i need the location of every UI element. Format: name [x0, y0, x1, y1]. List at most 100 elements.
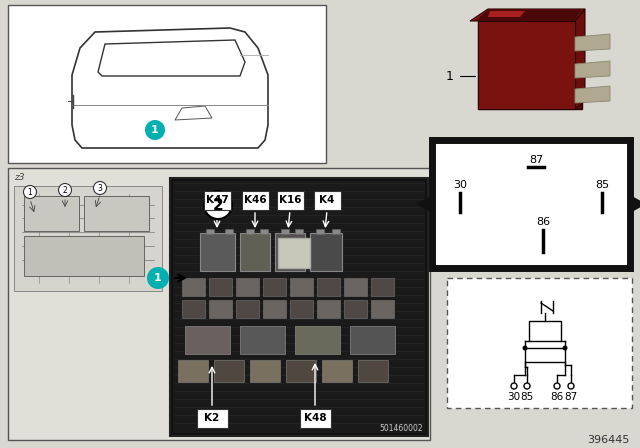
Bar	[317, 278, 340, 296]
Circle shape	[554, 383, 560, 389]
Bar	[24, 196, 79, 231]
Circle shape	[58, 184, 72, 197]
Bar	[344, 278, 367, 296]
Text: 396445: 396445	[588, 435, 630, 445]
Circle shape	[24, 185, 36, 198]
Text: 30: 30	[453, 180, 467, 190]
Bar	[8, 5, 326, 163]
Bar	[170, 178, 428, 436]
Bar	[178, 360, 208, 382]
Bar	[240, 326, 285, 354]
Bar	[525, 348, 565, 362]
Polygon shape	[475, 10, 582, 21]
Text: 30: 30	[508, 392, 520, 402]
Bar	[14, 186, 162, 291]
Bar	[295, 229, 303, 234]
Bar	[344, 300, 367, 318]
Text: 2: 2	[212, 198, 223, 212]
Text: 86: 86	[550, 392, 564, 402]
Circle shape	[568, 383, 574, 389]
Bar	[432, 140, 630, 268]
Bar	[529, 321, 561, 341]
Bar	[371, 300, 394, 318]
Circle shape	[511, 383, 517, 389]
FancyBboxPatch shape	[276, 190, 303, 210]
Bar	[250, 360, 280, 382]
Bar	[173, 181, 425, 433]
Text: 87: 87	[529, 155, 543, 165]
Bar	[447, 278, 632, 408]
Polygon shape	[575, 9, 585, 109]
Bar	[214, 360, 244, 382]
Polygon shape	[416, 196, 430, 212]
Bar	[322, 360, 352, 382]
Circle shape	[145, 120, 165, 140]
Bar	[84, 196, 149, 231]
Circle shape	[147, 267, 169, 289]
Bar	[316, 229, 324, 234]
Bar	[263, 278, 286, 296]
Bar	[278, 238, 310, 268]
Bar	[24, 236, 144, 276]
Bar	[290, 300, 313, 318]
Bar	[200, 233, 235, 271]
Text: 1: 1	[28, 188, 33, 197]
Bar	[236, 300, 259, 318]
Polygon shape	[478, 21, 575, 109]
Text: 501460002: 501460002	[380, 423, 423, 432]
Bar	[8, 168, 430, 440]
Bar	[236, 278, 259, 296]
Bar	[310, 233, 342, 271]
Text: K2: K2	[204, 413, 220, 423]
Bar	[209, 278, 232, 296]
Polygon shape	[470, 9, 585, 21]
Bar	[246, 229, 254, 234]
Text: 1: 1	[151, 125, 159, 135]
Text: z3: z3	[14, 173, 24, 182]
Polygon shape	[488, 11, 525, 17]
Circle shape	[563, 345, 568, 350]
Text: 1: 1	[154, 273, 162, 283]
Text: 87: 87	[564, 392, 578, 402]
Circle shape	[93, 181, 106, 194]
Circle shape	[522, 345, 527, 350]
FancyBboxPatch shape	[196, 409, 227, 427]
Bar	[317, 300, 340, 318]
Text: 1: 1	[446, 69, 454, 82]
Text: 85: 85	[595, 180, 609, 190]
Bar	[260, 229, 268, 234]
Bar	[240, 233, 270, 271]
Bar	[371, 278, 394, 296]
Text: 2: 2	[63, 185, 67, 194]
Bar	[209, 300, 232, 318]
Bar	[281, 229, 289, 234]
FancyBboxPatch shape	[204, 190, 230, 210]
FancyBboxPatch shape	[314, 190, 340, 210]
Polygon shape	[575, 61, 610, 78]
Circle shape	[524, 383, 530, 389]
Bar	[358, 360, 388, 382]
Bar	[182, 278, 205, 296]
Bar	[185, 326, 230, 354]
Text: K47: K47	[205, 195, 228, 205]
Polygon shape	[575, 34, 610, 51]
FancyBboxPatch shape	[241, 190, 269, 210]
Bar	[295, 326, 340, 354]
Text: 85: 85	[520, 392, 534, 402]
Bar	[263, 300, 286, 318]
Bar	[286, 360, 316, 382]
Text: 86: 86	[536, 217, 550, 227]
Bar	[182, 300, 205, 318]
Bar	[350, 326, 395, 354]
Bar	[275, 233, 305, 271]
Circle shape	[204, 191, 232, 219]
Bar	[478, 21, 582, 109]
Polygon shape	[632, 196, 640, 212]
Bar	[225, 229, 233, 234]
Text: K16: K16	[279, 195, 301, 205]
Bar	[206, 229, 214, 234]
Bar	[290, 278, 313, 296]
Text: K48: K48	[304, 413, 326, 423]
Text: K46: K46	[244, 195, 266, 205]
Text: K4: K4	[319, 195, 335, 205]
